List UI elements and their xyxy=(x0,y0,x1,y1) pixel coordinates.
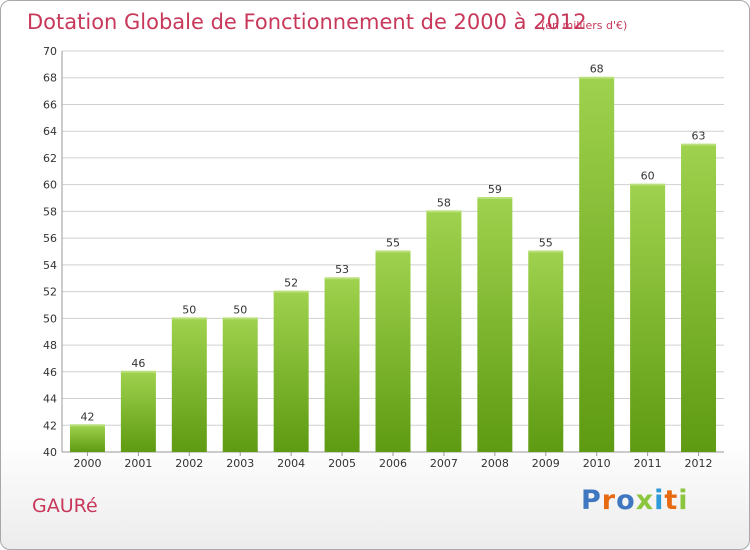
chart-title: Dotation Globale de Fonctionnement de 20… xyxy=(27,10,587,34)
x-tick-label: 2002 xyxy=(175,457,203,470)
y-tick-label: 66 xyxy=(43,98,57,111)
y-tick-label: 40 xyxy=(43,446,57,459)
y-tick-label: 56 xyxy=(43,232,57,245)
x-tick-label: 2012 xyxy=(685,457,713,470)
logo-letter: i xyxy=(678,485,689,516)
bar xyxy=(477,198,513,452)
bar xyxy=(375,251,411,452)
data-label: 59 xyxy=(488,183,502,196)
x-tick-label: 2010 xyxy=(583,457,611,470)
commune-name: GAURé xyxy=(32,495,98,517)
logo-letter: o xyxy=(616,485,636,516)
data-label: 50 xyxy=(182,303,196,316)
y-tick-label: 58 xyxy=(43,205,57,218)
x-tick-label: 2005 xyxy=(328,457,356,470)
data-label: 52 xyxy=(284,277,298,290)
x-tick-label: 2006 xyxy=(379,457,407,470)
x-tick-label: 2004 xyxy=(277,457,305,470)
y-tick-label: 44 xyxy=(43,393,57,406)
bar xyxy=(120,371,156,452)
data-label: 55 xyxy=(386,237,400,250)
bar xyxy=(69,425,105,452)
bar xyxy=(579,77,615,452)
y-tick-label: 50 xyxy=(43,312,57,325)
logo-letter: r xyxy=(601,485,617,516)
y-tick-label: 64 xyxy=(43,125,57,138)
chart-subtitle: (en milliers d'€) xyxy=(541,19,628,32)
bar xyxy=(528,251,564,452)
bar xyxy=(171,318,207,452)
data-label: 46 xyxy=(131,357,145,370)
data-label: 42 xyxy=(80,410,94,423)
bar xyxy=(273,291,309,452)
y-tick-label: 46 xyxy=(43,366,57,379)
bar xyxy=(426,211,462,452)
x-tick-label: 2007 xyxy=(430,457,458,470)
data-label: 53 xyxy=(335,263,349,276)
data-label: 50 xyxy=(233,303,247,316)
y-tick-label: 54 xyxy=(43,259,57,272)
data-label: 63 xyxy=(692,130,706,143)
data-label: 60 xyxy=(641,170,655,183)
y-tick-label: 62 xyxy=(43,152,57,165)
x-tick-label: 2000 xyxy=(73,457,101,470)
y-tick-label: 68 xyxy=(43,72,57,85)
data-label: 55 xyxy=(539,237,553,250)
y-tick-label: 70 xyxy=(43,45,57,58)
bar xyxy=(324,278,360,452)
logo-letter: x xyxy=(635,485,655,516)
data-label: 68 xyxy=(590,63,604,76)
logo-letter: i xyxy=(654,485,665,516)
bar xyxy=(222,318,258,452)
x-tick-label: 2009 xyxy=(532,457,560,470)
x-tick-label: 2008 xyxy=(481,457,509,470)
bar xyxy=(681,144,717,453)
logo-letter: P xyxy=(581,485,602,516)
x-tick-label: 2001 xyxy=(124,457,152,470)
proxiti-logo: Proxiti xyxy=(581,485,689,516)
y-tick-label: 48 xyxy=(43,339,57,352)
y-tick-label: 60 xyxy=(43,179,57,192)
y-tick-label: 42 xyxy=(43,419,57,432)
logo-letter: t xyxy=(664,485,679,516)
data-label: 58 xyxy=(437,196,451,209)
x-tick-label: 2003 xyxy=(226,457,254,470)
y-tick-label: 52 xyxy=(43,286,57,299)
x-tick-label: 2011 xyxy=(634,457,662,470)
bar xyxy=(630,184,666,452)
